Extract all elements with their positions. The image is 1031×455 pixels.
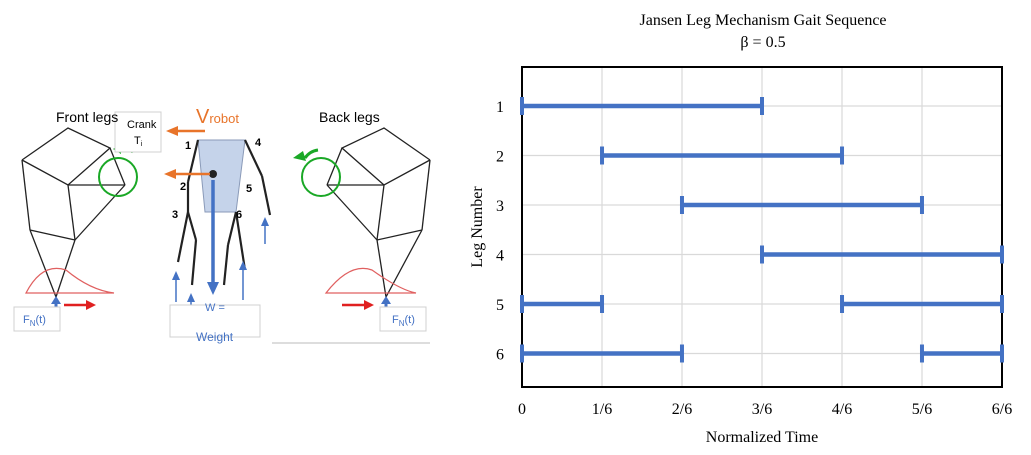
front-crank-circle <box>98 157 138 197</box>
back-friction-arrowhead <box>364 300 374 310</box>
x-tick-labels: 0 1/6 2/6 3/6 4/6 5/6 6/6 <box>518 401 1012 418</box>
front-normal-force-box <box>13 306 61 332</box>
y-tick-label: 5 <box>496 297 504 314</box>
torque-main: T <box>134 135 141 147</box>
back-crank-circle <box>301 157 341 197</box>
fn-front-sub: N <box>30 319 36 328</box>
front-foot-path <box>25 267 115 294</box>
y-axis-label: Leg Number <box>469 186 486 268</box>
leg-number-6: 6 <box>236 209 242 221</box>
weight-equation: W = <box>205 302 225 314</box>
fn-back-main: F <box>392 314 399 326</box>
jansen-mechanism-diagram: Front legs Back legs Vrobot Crank Ti 1 2… <box>13 106 431 344</box>
y-tick-label: 1 <box>496 99 504 116</box>
chart-subtitle: β = 0.5 <box>740 34 785 51</box>
back-foot-path <box>324 267 417 294</box>
front-leg-linkage <box>21 127 126 298</box>
center-of-mass-icon <box>209 170 217 178</box>
front-normal-force-arrowhead <box>51 296 61 304</box>
fn-back-sub: N <box>399 319 405 328</box>
body-velocity-arrowhead <box>164 169 176 179</box>
y-tick-label: 2 <box>496 149 504 166</box>
leg-number-4: 4 <box>255 137 262 149</box>
v-robot-main: V <box>196 106 210 128</box>
back-leg-linkage <box>326 127 431 298</box>
front-normal-force-label: FN(t) <box>23 314 46 328</box>
x-tick-label: 3/6 <box>752 401 772 418</box>
leg-number-1: 1 <box>185 140 191 152</box>
v-robot-sub: robot <box>209 111 239 126</box>
weight-box <box>169 304 261 338</box>
crank-label-box <box>114 111 162 153</box>
back-normal-force-label: FN(t) <box>392 314 415 328</box>
robot-body <box>197 139 246 213</box>
crank-label: Crank <box>127 119 157 131</box>
y-tick-label: 3 <box>496 198 504 215</box>
front-legs-label: Front legs <box>56 109 118 125</box>
back-normal-force-arrowhead <box>381 296 391 304</box>
fn-front-main: F <box>23 314 30 326</box>
weight-arrowhead <box>207 282 219 295</box>
back-normal-force-box <box>379 306 427 332</box>
fn-back-tail: (t) <box>405 314 415 326</box>
x-tick-label: 0 <box>518 401 526 418</box>
x-tick-label: 1/6 <box>592 401 612 418</box>
middle-legs <box>176 139 272 286</box>
gait-sequence-chart: Jansen Leg Mechanism Gait Sequence β = 0… <box>469 12 1012 446</box>
torque-sub: i <box>141 141 143 148</box>
x-tick-label: 2/6 <box>672 401 692 418</box>
leg-number-2: 2 <box>180 181 186 193</box>
v-robot-label: Vrobot <box>196 106 239 128</box>
leg-number-3: 3 <box>172 209 178 221</box>
y-tick-labels: 1 2 3 4 5 6 <box>496 99 504 364</box>
x-tick-label: 6/6 <box>992 401 1012 418</box>
plot-frame <box>521 66 1003 388</box>
front-friction-arrowhead <box>86 300 96 310</box>
y-tick-label: 4 <box>496 248 504 265</box>
x-tick-label: 5/6 <box>912 401 932 418</box>
weight-label: Weight <box>196 330 234 344</box>
back-legs-label: Back legs <box>319 109 380 125</box>
back-crank-arrowhead <box>293 151 306 161</box>
x-tick-label: 4/6 <box>832 401 852 418</box>
x-axis-label: Normalized Time <box>706 429 818 446</box>
v-robot-arrowhead <box>166 126 178 136</box>
torque-label: Ti <box>134 135 143 148</box>
leg-reaction-arrowheads <box>172 217 269 302</box>
chart-title: Jansen Leg Mechanism Gait Sequence <box>639 12 886 29</box>
back-crank-rotation-arrow <box>303 148 319 159</box>
gait-bars <box>520 97 1004 363</box>
fn-front-tail: (t) <box>36 314 46 326</box>
leg-number-5: 5 <box>246 183 252 195</box>
y-tick-label: 6 <box>496 347 504 364</box>
